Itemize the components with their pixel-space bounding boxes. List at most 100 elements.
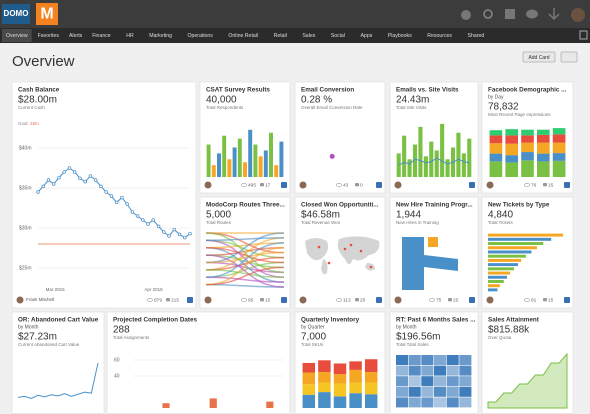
card-title[interactable]: New Tickets by Type <box>488 202 550 209</box>
nav-expand-icon[interactable] <box>579 30 588 40</box>
nav-item[interactable]: Sales <box>302 33 315 39</box>
bar <box>206 144 211 177</box>
logo[interactable]: DOMO <box>4 9 29 18</box>
heat-cell <box>408 355 421 365</box>
card-title[interactable]: CSAT Survey Results <box>206 87 270 94</box>
card-bg[interactable] <box>11 311 105 414</box>
tasks-icon[interactable] <box>505 9 515 19</box>
comments-icon[interactable] <box>543 183 547 187</box>
card-title[interactable]: Closed Won Opportuniti... <box>301 202 379 209</box>
card-title[interactable]: RT: Past 6 Months Sales ... <box>396 317 476 324</box>
owner-avatar[interactable] <box>204 296 212 304</box>
nav-item[interactable]: Playbooks <box>388 33 412 39</box>
owner-avatar[interactable] <box>486 296 494 304</box>
nav-item[interactable]: Social <box>331 33 345 39</box>
comments-icon[interactable] <box>448 298 452 302</box>
comments-count[interactable]: 25 <box>360 297 366 303</box>
nav-item[interactable]: Finance <box>92 33 111 39</box>
owner-avatar[interactable] <box>16 296 24 304</box>
nav-item[interactable]: Apps <box>360 33 372 39</box>
card-title[interactable]: Facebook Demographic ... <box>488 87 567 94</box>
logo-mark[interactable]: M <box>40 6 53 23</box>
card-title[interactable]: Emails vs. Site Visits <box>396 87 459 94</box>
card-title[interactable]: OR: Abandoned Cart Value <box>18 317 99 324</box>
comments-count[interactable]: 25 <box>453 297 459 303</box>
nav-item[interactable]: Favorites <box>38 33 60 39</box>
owner-avatar[interactable] <box>486 181 494 189</box>
bar-segment <box>489 135 503 144</box>
card-caption: Current Cash <box>18 105 45 110</box>
route <box>205 269 285 278</box>
add-card-label[interactable]: Add Card <box>528 55 549 61</box>
comments-icon[interactable] <box>543 298 547 302</box>
logo-mark-box[interactable] <box>36 3 58 25</box>
comments-icon[interactable] <box>260 183 264 187</box>
card-bg[interactable] <box>11 81 197 309</box>
owner-avatar[interactable] <box>299 181 307 189</box>
owner-avatar[interactable] <box>394 181 402 189</box>
globe-icon[interactable] <box>461 10 471 20</box>
nav-item-bg[interactable] <box>2 29 32 42</box>
comments-count[interactable]: 15 <box>548 182 554 188</box>
nav-item[interactable]: Marketing <box>149 33 172 39</box>
owner-avatar[interactable] <box>299 296 307 304</box>
search-icon[interactable] <box>483 9 493 19</box>
comments-count[interactable]: 17 <box>265 182 271 188</box>
nav-item[interactable]: Overview <box>6 33 28 39</box>
card-bg[interactable] <box>294 81 386 194</box>
comments-count[interactable]: 15 <box>548 297 554 303</box>
comments-icon[interactable] <box>166 298 170 302</box>
card-title[interactable]: Cash Balance <box>18 87 60 94</box>
card-value: 288 <box>113 325 130 336</box>
route <box>205 239 285 278</box>
bar-segment <box>364 359 378 372</box>
bar-segment <box>505 143 519 156</box>
settings-button[interactable] <box>560 51 578 63</box>
comments-count[interactable]: 0 <box>360 182 363 188</box>
avatar[interactable] <box>571 8 585 22</box>
bar <box>407 159 412 177</box>
owner-name[interactable]: Frank Mitchell <box>26 297 54 302</box>
owner-avatar[interactable] <box>204 181 212 189</box>
nav-item[interactable]: HR <box>126 33 134 39</box>
download-icon[interactable] <box>548 8 560 21</box>
card-bg[interactable] <box>106 311 291 414</box>
card-title[interactable]: ModoCorp Routes Three... <box>206 202 285 209</box>
comments-icon[interactable] <box>355 298 359 302</box>
card-title[interactable]: Email Conversion <box>301 87 354 94</box>
bar <box>402 135 407 177</box>
nav-item[interactable]: Resources <box>427 33 452 39</box>
card[interactable]: RT: Past 6 Months Sales ...by Month $196.… <box>389 311 479 414</box>
comments-count[interactable]: 15 <box>265 297 271 303</box>
card-title[interactable]: Quarterly Inventory <box>301 317 360 324</box>
comments-count[interactable]: 215 <box>171 297 179 303</box>
nav-item[interactable]: Online Retail <box>228 33 258 39</box>
card-title[interactable]: New Hire Training Progr... <box>396 202 473 209</box>
chat-icon[interactable] <box>526 9 538 19</box>
card-bg[interactable] <box>481 311 574 414</box>
card-title[interactable]: Sales Attainment <box>488 317 540 324</box>
owner-avatar[interactable] <box>394 296 402 304</box>
logo-box[interactable] <box>2 4 30 24</box>
add-card-button[interactable] <box>522 51 556 63</box>
card[interactable]: Facebook Demographic ...by Day 78,832Most… <box>481 81 574 194</box>
nav-item[interactable]: Shared <box>468 33 485 39</box>
comments-icon[interactable] <box>260 298 264 302</box>
nav-item[interactable]: Alerts <box>69 33 83 39</box>
nav-item[interactable]: Retail <box>274 33 287 39</box>
card-title[interactable]: Projected Completion Dates <box>113 317 197 324</box>
nav-item[interactable]: Operations <box>187 33 213 39</box>
comments-icon[interactable] <box>355 183 359 187</box>
